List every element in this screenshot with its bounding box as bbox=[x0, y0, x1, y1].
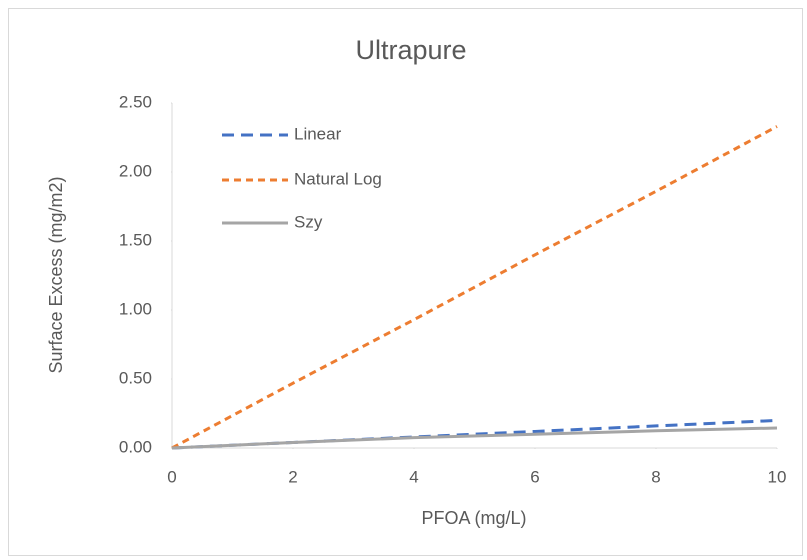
y-axis-title: Surface Excess (mg/m2) bbox=[46, 176, 66, 373]
x-tick-label: 6 bbox=[530, 467, 539, 486]
x-tick-label: 2 bbox=[288, 467, 297, 486]
y-tick-label: 2.50 bbox=[119, 92, 152, 111]
y-tick-label: 2.00 bbox=[119, 161, 152, 180]
legend-label: Linear bbox=[294, 124, 342, 143]
x-tick-label: 4 bbox=[409, 467, 418, 486]
x-tick-label: 8 bbox=[651, 467, 660, 486]
y-tick-label: 1.00 bbox=[119, 299, 152, 318]
chart-title: Ultrapure bbox=[355, 35, 466, 65]
legend-label: Szy bbox=[294, 212, 323, 231]
series-line bbox=[171, 426, 778, 450]
y-tick-label: 0.00 bbox=[119, 437, 152, 456]
x-tick-label: 10 bbox=[768, 467, 787, 486]
y-tick-label: 1.50 bbox=[119, 230, 152, 249]
x-axis-title: PFOA (mg/L) bbox=[421, 508, 526, 528]
x-tick-label: 0 bbox=[167, 467, 176, 486]
legend-label: Natural Log bbox=[294, 169, 382, 188]
chart-border bbox=[8, 8, 803, 556]
y-tick-label: 0.50 bbox=[119, 368, 152, 387]
series-line bbox=[171, 125, 778, 450]
